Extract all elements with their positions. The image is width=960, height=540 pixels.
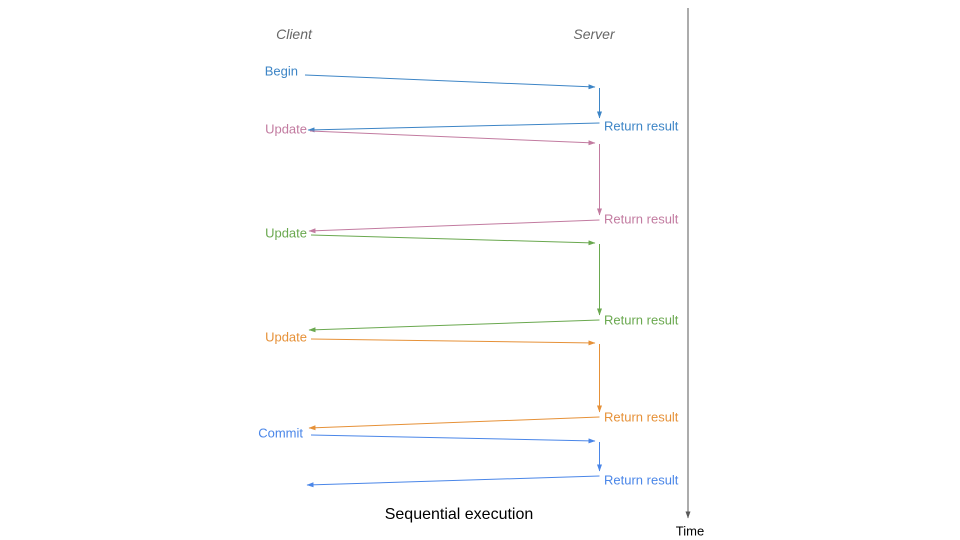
request-arrow-update-2 xyxy=(310,234,596,246)
message-label-begin-0: Begin xyxy=(264,63,298,79)
response-arrow-1 xyxy=(308,219,600,234)
request-arrow-begin-0 xyxy=(304,74,596,90)
time-axis-label: Time xyxy=(675,523,705,539)
message-label-update-1: Update xyxy=(265,121,307,137)
request-arrow-update-3 xyxy=(310,338,596,346)
message-label-update-2: Update xyxy=(265,225,307,241)
message-label-update-3: Update xyxy=(265,329,307,345)
response-arrow-4 xyxy=(306,475,600,488)
diagram-caption: Sequential execution xyxy=(384,506,534,523)
response-arrow-2 xyxy=(308,319,600,333)
response-arrow-0 xyxy=(307,122,600,133)
request-arrow-commit-4 xyxy=(310,434,596,444)
return-result-label-2: Return result xyxy=(604,312,679,328)
return-result-label-1: Return result xyxy=(604,211,679,227)
message-label-commit-4: Commit xyxy=(258,425,303,441)
client-lifeline-label: Client xyxy=(276,26,312,42)
return-result-label-0: Return result xyxy=(604,118,679,134)
server-lifeline-label: Server xyxy=(573,26,615,42)
return-result-label-3: Return result xyxy=(604,409,679,425)
return-result-label-4: Return result xyxy=(604,472,679,488)
response-arrow-3 xyxy=(308,416,600,431)
request-arrow-update-1 xyxy=(309,130,596,146)
